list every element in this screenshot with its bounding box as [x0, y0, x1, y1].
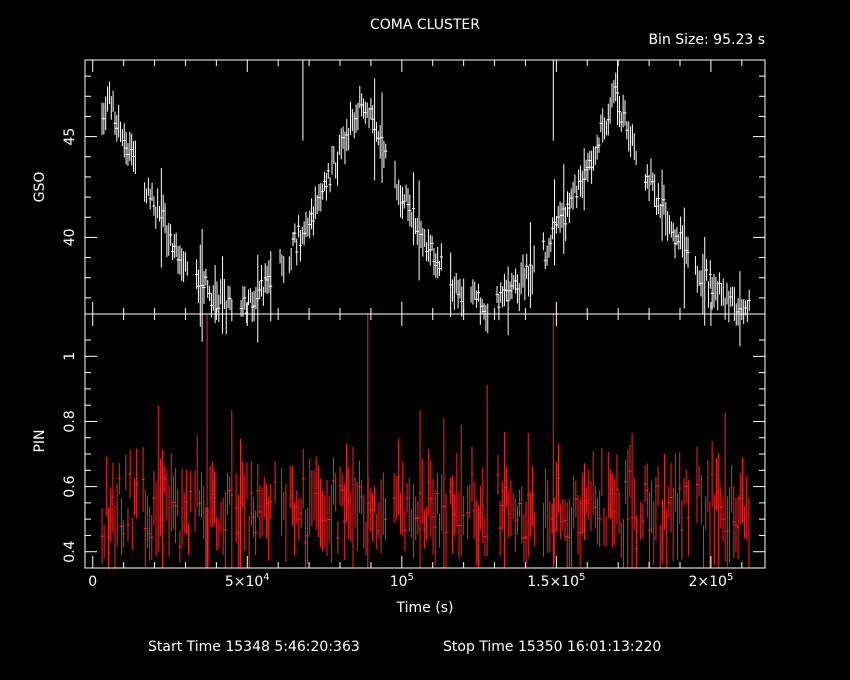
start-time: Start Time 15348 5:46:20:363: [148, 639, 360, 655]
x-tick-label: 0: [88, 574, 97, 590]
x-tick-exponent: 4: [263, 572, 269, 583]
pin-ytick-label: 1: [62, 352, 78, 361]
pin-panel: 0.40.60.810 5×104 105 1.5×105 2×105 PIN: [32, 313, 766, 590]
x-tick-label: 5×104: [225, 572, 270, 590]
gso-ytick-label: 40: [62, 228, 78, 246]
x-tick-label: 105: [390, 572, 414, 590]
gso-ytick-label: 45: [62, 128, 78, 146]
x-tick-label: 1.5×105: [527, 572, 585, 590]
x-tick-exponent: 5: [727, 572, 733, 583]
pin-ylabel: PIN: [32, 429, 48, 452]
pin-frame: [84, 313, 766, 569]
pin-series: [100, 314, 750, 568]
x-tick-base: 0: [88, 574, 97, 590]
pin-ytick-label: 0.6: [62, 475, 78, 497]
bin-size-label: Bin Size: 95.23 s: [648, 32, 765, 48]
pin-ytick-label: 0.4: [62, 540, 78, 562]
chart-title: COMA CLUSTER: [370, 17, 480, 33]
stop-time: Stop Time 15350 16:01:13:220: [443, 639, 661, 655]
x-tick-exponent: 5: [408, 572, 414, 583]
x-tick-label: 2×105: [688, 572, 733, 590]
x-tick-base: 10: [390, 574, 408, 590]
x-tick-base: 1.5×10: [527, 574, 579, 590]
gso-series: [101, 60, 751, 347]
gso-frame: [84, 59, 766, 315]
gso-ylabel: GSO: [32, 172, 48, 203]
x-tick-base: 5×10: [225, 574, 263, 590]
x-tick-exponent: 5: [579, 572, 585, 583]
x-axis-label: Time (s): [396, 600, 454, 616]
gso-panel: 40 45 GSO: [32, 59, 766, 347]
pin-ticks: 0.40.60.810 5×104 105 1.5×105 2×105: [62, 314, 765, 590]
pin-ytick-label: 0.8: [62, 410, 78, 432]
x-tick-base: 2×10: [688, 574, 726, 590]
gso-ticks: 40 45: [62, 60, 765, 314]
